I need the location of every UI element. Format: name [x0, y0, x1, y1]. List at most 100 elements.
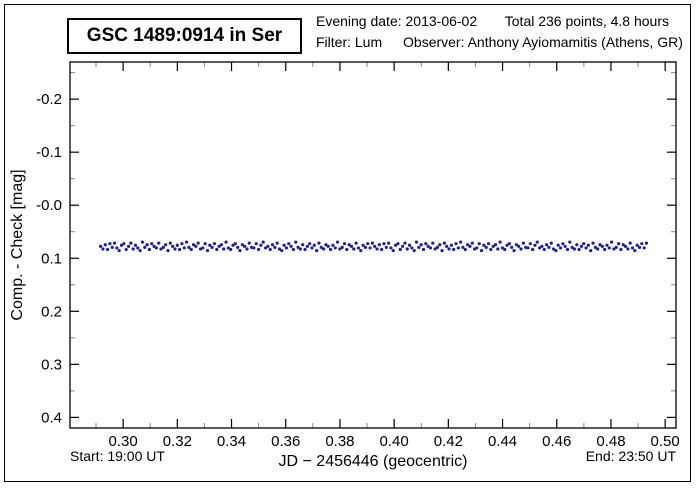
data-point — [301, 243, 305, 247]
data-point — [479, 248, 484, 253]
data-point — [266, 244, 270, 248]
data-point — [642, 246, 646, 250]
data-point — [203, 242, 207, 246]
data-point — [136, 246, 140, 250]
data-point — [417, 245, 421, 249]
data-point — [161, 245, 165, 249]
data-point — [568, 240, 572, 244]
x-tick-label: 0.50 — [651, 433, 680, 450]
data-point — [129, 241, 133, 245]
data-point — [238, 248, 242, 253]
tick-labels: 0.30 0.32 0.34 0.36 0.38 0.40 0.42 0.44 0.46 0.48… — [36, 91, 680, 450]
data-point — [217, 244, 221, 248]
data-point — [233, 242, 237, 246]
data-point — [171, 244, 175, 248]
data-point — [493, 243, 498, 247]
observation-info: Evening date: 2013-06-02 Total 236 point… — [316, 11, 683, 53]
data-point — [519, 247, 523, 251]
info-line-2: Filter: Lum Observer: Anthony Ayiomamiti… — [316, 32, 683, 53]
data-point — [505, 243, 509, 247]
data-point — [282, 243, 286, 247]
data-point — [558, 246, 563, 250]
data-point — [591, 241, 595, 245]
data-point — [222, 247, 226, 251]
data-point — [621, 243, 625, 247]
data-point — [459, 240, 463, 244]
data-point — [349, 244, 354, 248]
data-point — [426, 244, 430, 248]
data-point — [635, 243, 639, 247]
data-point — [600, 244, 604, 248]
x-tick-label: 0.40 — [380, 433, 409, 450]
data-point — [382, 242, 386, 246]
data-point — [370, 241, 374, 245]
data-point — [470, 241, 474, 245]
data-points — [99, 240, 649, 253]
data-point — [503, 247, 507, 252]
data-point — [396, 242, 400, 246]
data-point — [535, 240, 539, 244]
data-point — [565, 247, 570, 252]
x-tick-label: 0.32 — [163, 433, 192, 450]
x-tick-label: 0.30 — [109, 433, 138, 450]
y-tick-label: -0.1 — [36, 144, 62, 161]
data-point — [593, 245, 597, 249]
data-point — [628, 241, 632, 245]
data-point — [540, 244, 544, 248]
data-point — [403, 241, 407, 245]
data-point — [551, 247, 556, 251]
data-point — [229, 247, 233, 252]
data-point — [124, 247, 128, 252]
data-point — [598, 243, 602, 247]
data-point — [526, 246, 530, 250]
data-point — [533, 243, 537, 247]
data-point — [461, 245, 465, 249]
data-point — [219, 243, 224, 247]
data-point — [435, 245, 440, 249]
data-point — [122, 242, 126, 246]
data-point — [414, 240, 419, 244]
data-point — [619, 247, 623, 252]
data-point — [456, 246, 460, 250]
data-point — [159, 247, 163, 251]
data-point — [603, 247, 607, 252]
x-tick-label: 0.36 — [271, 433, 300, 450]
data-point — [296, 245, 300, 249]
minor-ticks — [70, 62, 676, 428]
evening-date-label: Evening date: 2013-06-02 — [316, 13, 478, 29]
data-point — [589, 248, 593, 253]
data-point — [184, 240, 189, 244]
data-point — [322, 247, 326, 251]
data-point — [419, 243, 423, 247]
data-point — [342, 242, 347, 246]
y-tick-label: -0.0 — [36, 197, 62, 214]
data-point — [496, 247, 500, 251]
data-point — [610, 240, 614, 244]
data-point — [131, 247, 135, 251]
data-point — [561, 242, 565, 246]
data-point — [486, 242, 491, 246]
data-point — [119, 243, 124, 247]
data-point — [438, 243, 442, 247]
data-point — [308, 242, 312, 246]
data-point — [454, 242, 458, 246]
data-point — [270, 243, 275, 247]
data-point — [345, 247, 349, 252]
data-point — [498, 240, 502, 244]
data-point — [556, 243, 560, 247]
data-point — [126, 244, 131, 248]
data-point — [143, 245, 147, 249]
data-point — [101, 247, 105, 251]
data-point — [147, 247, 151, 252]
data-point — [512, 248, 516, 253]
data-point — [421, 247, 426, 252]
data-point — [449, 243, 453, 247]
data-point — [328, 247, 333, 252]
data-point — [245, 247, 249, 251]
data-point — [368, 246, 372, 250]
data-point — [407, 243, 412, 247]
data-point — [164, 243, 168, 247]
data-point — [331, 243, 335, 247]
